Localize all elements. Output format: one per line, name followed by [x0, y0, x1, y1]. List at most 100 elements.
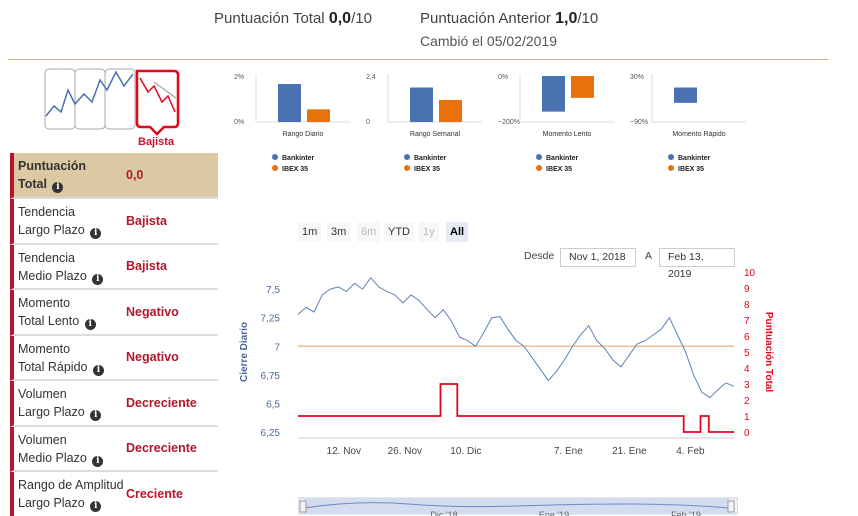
- weekly-range-bars: 2,4 0 Rango Semanal: [366, 74, 482, 138]
- score-row-medium-volume: Volumen Medio Plazo i Decreciente: [10, 426, 218, 472]
- y-tick-label: 7,5: [266, 285, 280, 296]
- y2-tick-label: 1: [744, 412, 750, 423]
- changed-date: Cambió el 05/02/2019: [420, 33, 557, 49]
- y-tick-top: 30%: [630, 74, 644, 81]
- row-value: Decreciente: [126, 441, 197, 456]
- legend-bankinter: Bankinter: [668, 154, 710, 162]
- bar-bankinter: [542, 76, 565, 112]
- y2-tick-label: 9: [744, 284, 750, 295]
- trend-chart-icon: [44, 68, 180, 136]
- x-tick-label: 4. Feb: [676, 446, 705, 457]
- fast-momentum-bars: 30% −90% Momento Rápido: [630, 74, 746, 138]
- from-date-input[interactable]: Nov 1, 2018: [560, 248, 636, 267]
- row-label-line2: Largo Plazo: [18, 405, 85, 419]
- previous-score-label: Puntuación Anterior: [420, 10, 556, 27]
- daily-range-bars: 2% 0% Rango Diario: [234, 74, 350, 138]
- bar-ibex: [307, 109, 330, 122]
- legend-dot-icon: [404, 165, 410, 171]
- range-6m-button[interactable]: 6m: [357, 222, 381, 242]
- mini-chart-daily-range: 2% 0% Rango Diario Bankinter IBEX 35: [232, 66, 362, 176]
- row-label-line2: Total: [18, 177, 47, 191]
- header-divider: [8, 59, 828, 60]
- row-label-line1: Volumen: [18, 387, 67, 401]
- info-icon[interactable]: i: [90, 228, 102, 239]
- mini-chart-fast-momentum: 30% −90% Momento Rápido Bankinter IBEX 35: [628, 66, 758, 176]
- row-value: Negativo: [126, 350, 179, 365]
- navigator-left-handle[interactable]: [299, 500, 307, 513]
- mini-chart-weekly-range: 2,4 0 Rango Semanal Bankinter IBEX 35: [364, 66, 494, 176]
- score-row-fast-momentum: Momento Total Rápido i Negativo: [10, 335, 218, 381]
- info-icon[interactable]: i: [52, 182, 64, 193]
- y2-tick-label: 3: [744, 380, 750, 391]
- row-label-line2: Total Lento: [18, 314, 80, 328]
- chart-navigator[interactable]: Dic '18 Ene '19 Feb '19: [298, 496, 738, 516]
- row-value: 0,0: [126, 168, 144, 182]
- y-tick-label: 7,25: [261, 314, 281, 325]
- y-tick-top: 0%: [498, 74, 508, 81]
- trend-label: Bajista: [138, 136, 175, 148]
- score-row-total: Puntuación Total i 0,0: [10, 153, 218, 199]
- y-tick-top: 2%: [234, 74, 244, 81]
- info-icon[interactable]: i: [92, 364, 104, 376]
- range-3m-button[interactable]: 3m: [327, 222, 351, 242]
- info-icon[interactable]: i: [90, 501, 102, 512]
- y2-tick-label: 5: [744, 348, 750, 359]
- score-header: Puntuación Total 0,0/10 Puntuación Anter…: [0, 0, 858, 58]
- row-value: Creciente: [126, 486, 183, 501]
- y2-axis-title: Puntuación Total: [763, 312, 774, 393]
- row-label-line2: Largo Plazo: [18, 223, 85, 237]
- bar-bankinter: [410, 87, 433, 122]
- navigator-right-handle[interactable]: [727, 500, 735, 513]
- info-icon[interactable]: i: [84, 319, 96, 330]
- row-value: Bajista: [126, 259, 167, 274]
- range-all-button[interactable]: All: [446, 222, 469, 242]
- mini-chart-title: Rango Diario: [283, 131, 324, 138]
- y2-tick-label: 7: [744, 316, 750, 327]
- y-tick-label: 6,5: [266, 399, 280, 410]
- row-label-line1: Momento: [18, 296, 71, 310]
- legend-dot-icon: [668, 154, 674, 160]
- navigator-label: Ene '19: [539, 510, 569, 516]
- bar-bankinter: [674, 87, 697, 103]
- row-label-line1: Momento: [18, 341, 71, 356]
- legend-bankinter: Bankinter: [272, 154, 314, 162]
- legend-label: IBEX 35: [282, 166, 309, 173]
- navigator-label: Dic '18: [430, 510, 457, 516]
- legend-label: IBEX 35: [678, 166, 705, 173]
- row-label-line1: Tendencia: [18, 250, 75, 265]
- row-label-line2: Medio Plazo: [18, 450, 87, 465]
- mini-chart-slow-momentum: 0% −200% Momento Lento Bankinter IBEX 35: [496, 66, 626, 176]
- total-score-value: 0,0: [328, 10, 352, 27]
- previous-score-value: 1,0: [555, 10, 578, 27]
- range-1m-button[interactable]: 1m: [298, 222, 322, 242]
- mini-chart-title: Momento Lento: [543, 131, 592, 138]
- range-1y-button[interactable]: 1y: [419, 222, 439, 242]
- mini-chart-title: Rango Semanal: [410, 131, 461, 138]
- legend-dot-icon: [536, 165, 542, 171]
- to-date-input[interactable]: Feb 13, 2019: [659, 248, 735, 280]
- y2-tick-label: 8: [744, 300, 750, 311]
- bar-ibex: [571, 76, 594, 98]
- x-tick-label: 21. Ene: [612, 446, 647, 457]
- y-tick-label: 6,75: [261, 371, 281, 382]
- legend-ibex: IBEX 35: [668, 165, 704, 173]
- legend-ibex: IBEX 35: [272, 165, 308, 173]
- legend-dot-icon: [668, 165, 674, 171]
- previous-score-suffix: /10: [577, 10, 599, 27]
- x-tick-label: 12. Nov: [327, 446, 361, 457]
- range-ytd-button[interactable]: YTD: [384, 222, 414, 242]
- legend-bankinter: Bankinter: [536, 154, 578, 162]
- info-icon[interactable]: i: [92, 455, 104, 467]
- bar-ibex: [439, 99, 462, 122]
- close-price-line: [297, 276, 735, 399]
- legend-label: Bankinter: [282, 155, 315, 162]
- y2-tick-label: 4: [744, 364, 750, 375]
- legend-label: IBEX 35: [546, 166, 573, 173]
- info-icon[interactable]: i: [92, 273, 104, 285]
- row-value: Negativo: [126, 304, 179, 319]
- y-tick-bottom: 0%: [234, 119, 244, 126]
- y-axis-title: Cierre Diario: [239, 322, 250, 382]
- y2-tick-label: 6: [744, 332, 750, 343]
- info-icon[interactable]: i: [90, 410, 102, 421]
